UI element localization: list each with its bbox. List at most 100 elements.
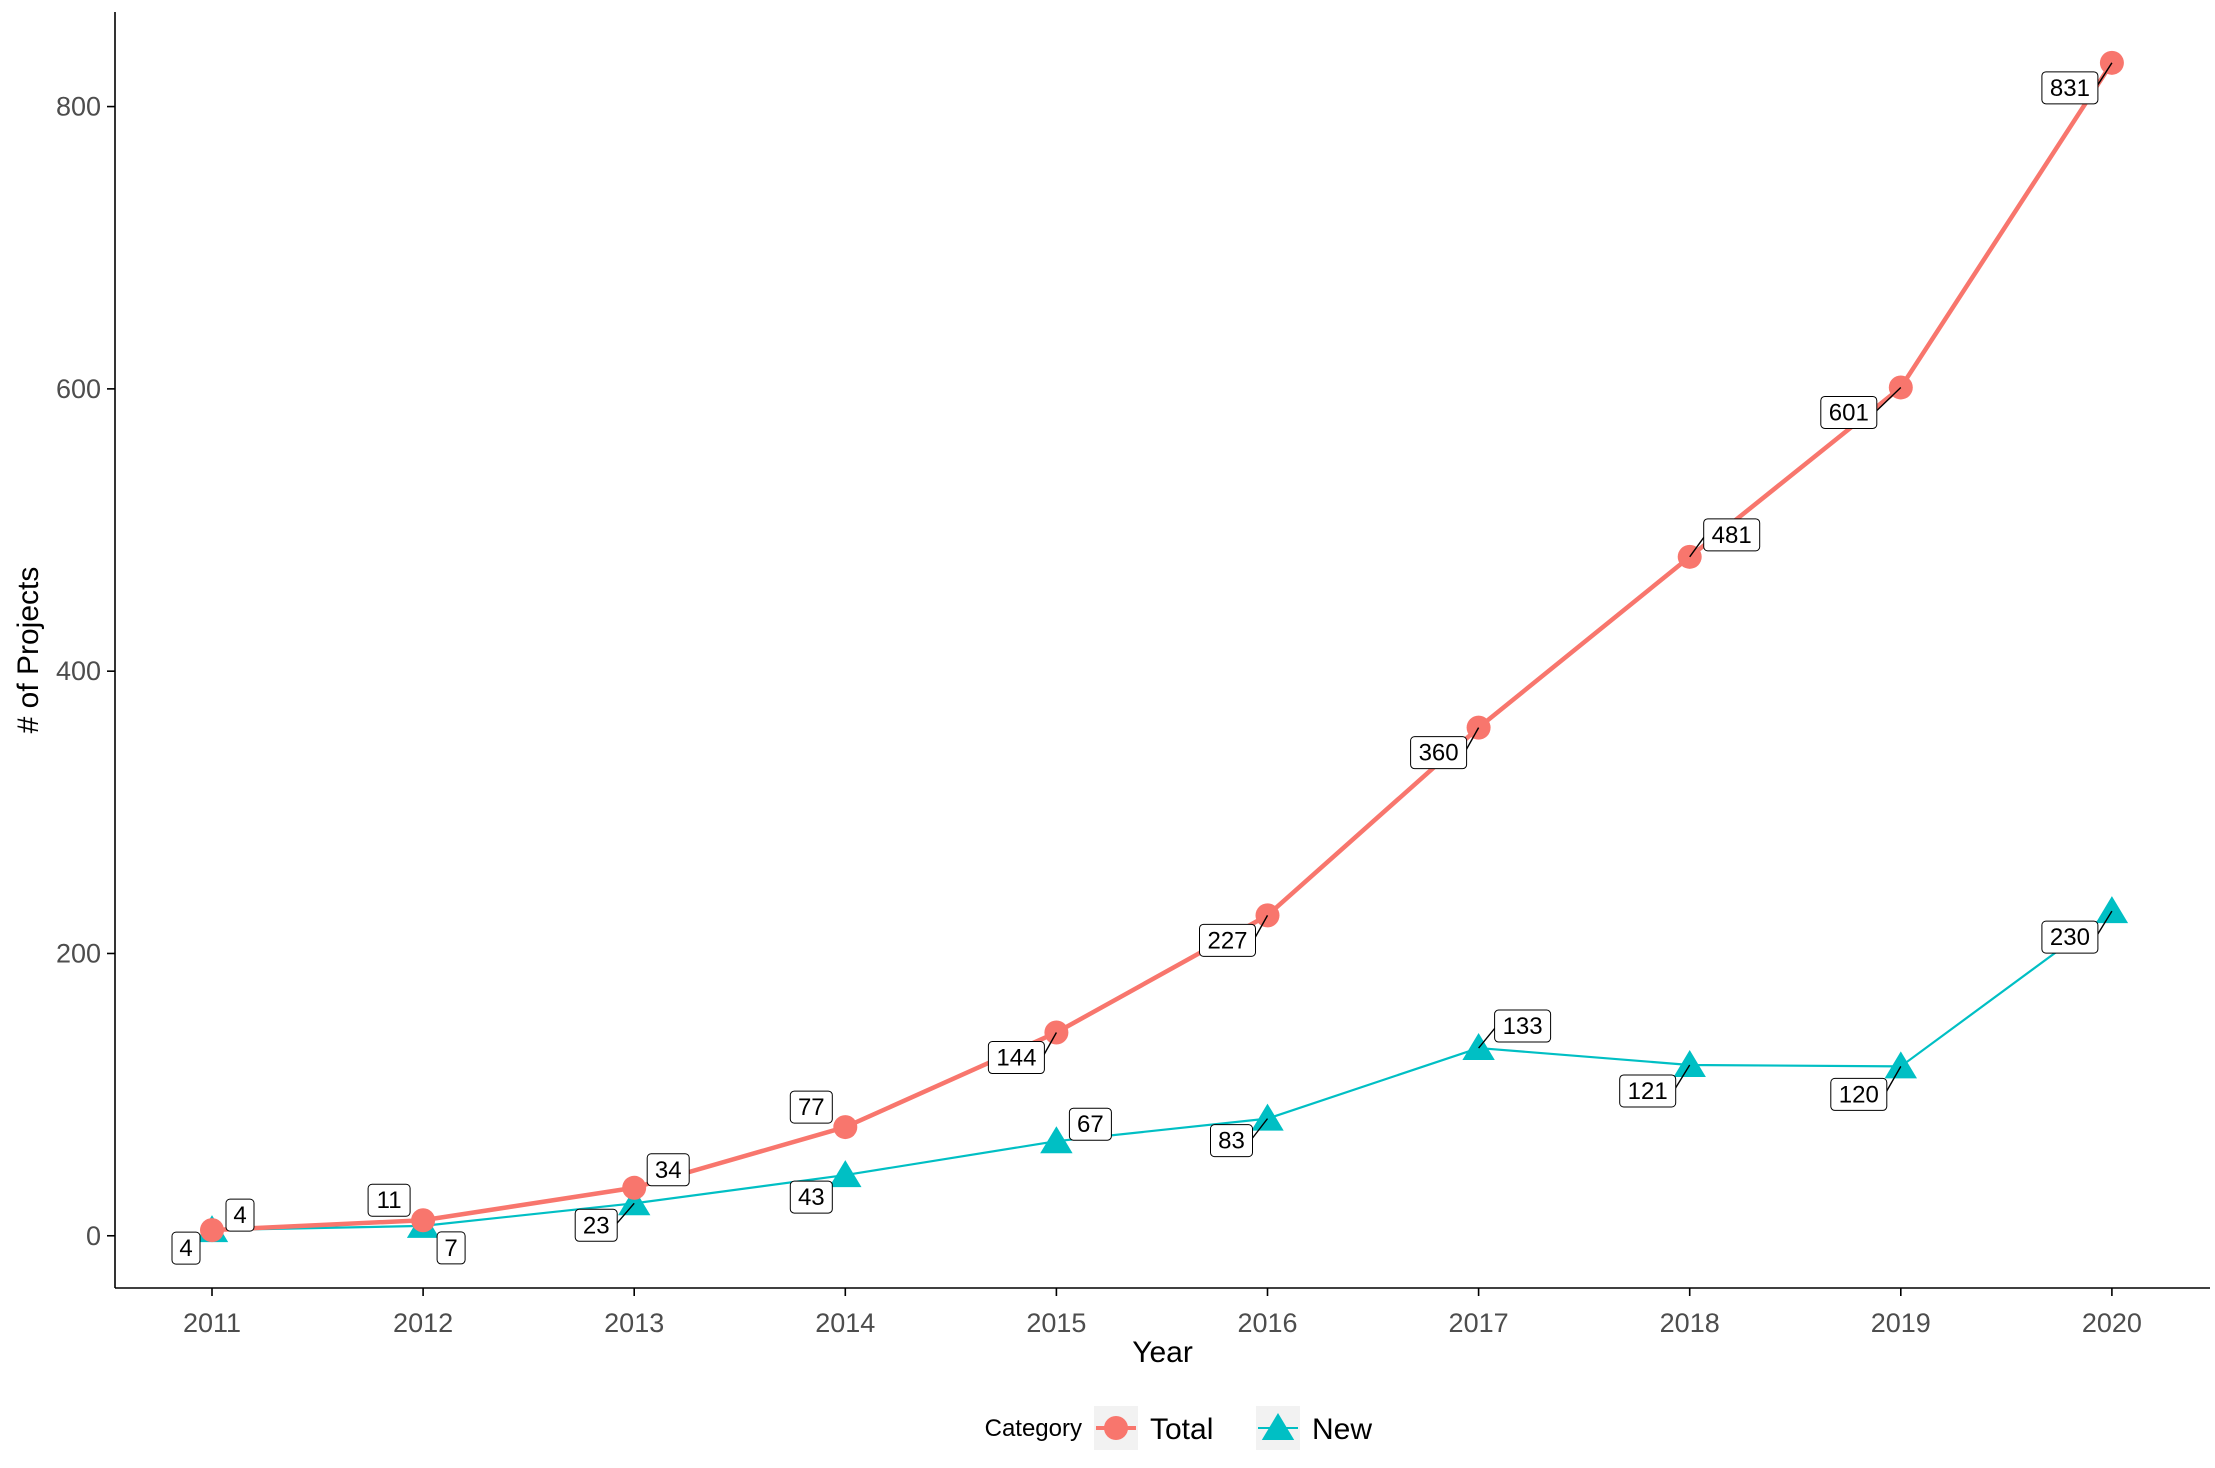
- legend-label-total: Total: [1150, 1413, 1213, 1446]
- data-label-leader: [2095, 62, 2113, 89]
- y-tick-label: 800: [56, 92, 101, 122]
- data-label-total: 481: [1689, 518, 1761, 558]
- x-tick-label: 2017: [1449, 1308, 1509, 1338]
- chart-data-labels: 4 11 34 77 144 227 360 481 601 831 4 7 23 43 67 83 133 12…: [171, 62, 2113, 1265]
- data-label-box: [1199, 923, 1256, 957]
- data-point-total: [200, 1218, 224, 1243]
- legend: Category Total New: [985, 1406, 1372, 1450]
- x-tick-label: 2013: [604, 1308, 664, 1338]
- data-label-leader: [614, 1202, 635, 1226]
- data-label-box: [1619, 1074, 1677, 1108]
- data-label-total: 77: [789, 1090, 833, 1124]
- data-label-leader: [2095, 910, 2113, 938]
- data-point-new: [1884, 1051, 1917, 1079]
- data-label-text: 601: [1829, 399, 1869, 426]
- x-tick-label: 2018: [1660, 1308, 1720, 1338]
- data-label-box: [987, 1041, 1045, 1075]
- data-label-new: 23: [574, 1202, 635, 1242]
- data-label-text: 23: [583, 1212, 610, 1239]
- x-tick-label: 2016: [1237, 1308, 1297, 1338]
- x-tick-label: 2015: [1026, 1308, 1086, 1338]
- data-label-text: 67: [1077, 1111, 1104, 1138]
- data-label-total: 11: [367, 1183, 411, 1217]
- data-label-box: [574, 1208, 618, 1242]
- chart-series: [195, 50, 2129, 1243]
- series-line-new: [211, 910, 2113, 1232]
- data-label-total: 227: [1199, 915, 1269, 957]
- data-label-text: 481: [1712, 522, 1752, 549]
- data-label-box: [1830, 1077, 1888, 1111]
- data-point-total: [833, 1115, 858, 1140]
- data-label-text: 83: [1218, 1128, 1245, 1155]
- data-label-total: 601: [1820, 386, 1902, 429]
- data-label-box: [1410, 736, 1468, 770]
- data-label-total: 4: [171, 1231, 201, 1265]
- data-point-total: [411, 1208, 436, 1233]
- data-label-total: 360: [1410, 727, 1480, 770]
- data-label-leader: [1673, 1064, 1691, 1092]
- data-label-box: [1703, 518, 1761, 552]
- data-label-box: [789, 1180, 833, 1214]
- legend-label-new: New: [1312, 1413, 1372, 1446]
- data-label-text: 360: [1419, 740, 1459, 767]
- data-label-new: 120: [1830, 1066, 1902, 1111]
- data-label-leader: [1478, 1025, 1498, 1049]
- data-label-text: 144: [996, 1045, 1036, 1072]
- data-point-new: [2095, 896, 2129, 924]
- data-label-text: 11: [377, 1187, 402, 1214]
- series-line-total: [211, 61, 2114, 1233]
- data-label-box: [2041, 71, 2099, 105]
- data-label-leader: [1884, 1066, 1902, 1095]
- legend-key-total: [1094, 1406, 1138, 1450]
- data-point-new: [1673, 1049, 1706, 1077]
- data-label-text: 120: [1839, 1081, 1879, 1108]
- data-label-box: [1068, 1107, 1112, 1141]
- data-label-text: 77: [798, 1094, 825, 1121]
- data-label-box: [225, 1198, 255, 1232]
- y-tick-label: 0: [86, 1221, 101, 1251]
- data-label-box: [1820, 395, 1878, 429]
- x-tick-label: 2020: [2082, 1308, 2142, 1338]
- data-label-box: [436, 1231, 466, 1265]
- data-point-new: [1251, 1103, 1284, 1131]
- data-label-box: [1210, 1124, 1253, 1158]
- y-tick-label: 400: [56, 656, 101, 686]
- data-label-leader: [1689, 534, 1707, 558]
- y-tick-label: 200: [56, 938, 101, 968]
- data-label-text: 121: [1628, 1078, 1668, 1105]
- data-label-text: 4: [179, 1235, 192, 1262]
- data-label-new: 67: [1068, 1107, 1112, 1141]
- x-tick-label: 2014: [815, 1308, 875, 1338]
- legend-marker-new: [1261, 1413, 1295, 1440]
- data-label-text: 133: [1503, 1013, 1543, 1040]
- legend-marker-total: [1104, 1416, 1128, 1440]
- x-tick-label: 2011: [183, 1308, 241, 1338]
- data-label-box: [171, 1231, 201, 1265]
- data-label-total: 831: [2041, 62, 2113, 105]
- data-label-total: 144: [987, 1032, 1058, 1075]
- data-label-leader: [1874, 386, 1902, 413]
- data-label-box: [789, 1090, 833, 1124]
- data-label-box: [367, 1183, 411, 1217]
- data-label-new: 43: [789, 1180, 833, 1214]
- data-point-new: [1040, 1126, 1073, 1154]
- data-label-total: 34: [646, 1153, 690, 1187]
- data-label-box: [646, 1153, 690, 1187]
- data-label-text: 230: [2050, 924, 2090, 951]
- data-label-text: 831: [2050, 75, 2090, 102]
- y-tick-label: 600: [56, 374, 101, 404]
- data-label-new: 4: [225, 1198, 255, 1232]
- data-label-text: 7: [444, 1235, 457, 1262]
- legend-key-new: [1256, 1406, 1300, 1450]
- data-point-new: [618, 1188, 651, 1216]
- chart-axes: 0 200 400 600 800 2011 2012 2013 2014 2015 2016 201…: [56, 12, 2210, 1338]
- data-point-new: [829, 1160, 862, 1188]
- data-label-new: 230: [2041, 910, 2113, 954]
- data-label-text: 4: [233, 1202, 246, 1229]
- data-label-text: 227: [1207, 927, 1247, 954]
- legend-title: Category: [985, 1415, 1082, 1442]
- data-point-new: [1462, 1033, 1495, 1061]
- data-point-total: [622, 1175, 647, 1200]
- data-label-new: 83: [1210, 1118, 1269, 1158]
